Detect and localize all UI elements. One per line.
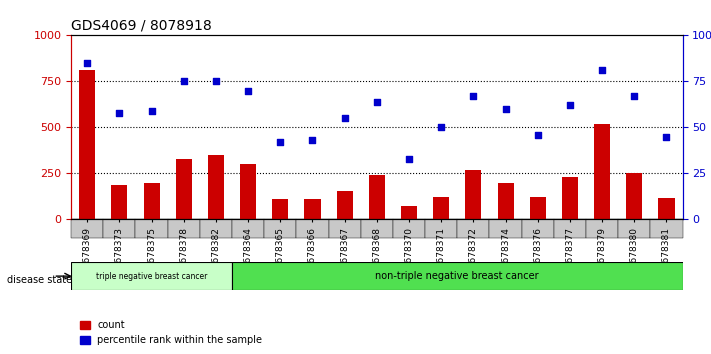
Bar — [651, 219, 683, 238]
Bar — [530, 198, 546, 219]
Bar — [626, 173, 642, 219]
Bar — [136, 219, 168, 238]
Text: non-triple negative breast cancer: non-triple negative breast cancer — [375, 271, 539, 281]
Bar — [232, 219, 264, 238]
Bar — [112, 184, 127, 219]
Bar — [658, 198, 675, 219]
Point — [306, 137, 318, 143]
Bar — [296, 219, 328, 238]
Bar — [498, 183, 513, 219]
Point — [82, 60, 93, 66]
Point — [500, 106, 511, 112]
Bar — [489, 219, 522, 238]
Text: disease state: disease state — [7, 275, 73, 285]
Bar — [618, 219, 651, 238]
Bar — [562, 177, 578, 219]
Bar — [457, 219, 489, 238]
Bar — [360, 219, 393, 238]
Bar — [272, 199, 289, 219]
Bar — [433, 198, 449, 219]
Bar — [79, 70, 95, 219]
Point — [146, 108, 157, 114]
Bar — [208, 155, 224, 219]
Bar — [240, 164, 256, 219]
Bar — [71, 219, 103, 238]
Point — [629, 93, 640, 99]
Point — [597, 68, 608, 73]
Point — [371, 99, 383, 104]
Bar — [594, 124, 610, 219]
Bar — [264, 219, 296, 238]
Point — [403, 156, 415, 161]
Point — [242, 88, 254, 93]
Point — [661, 134, 672, 139]
Bar — [393, 219, 425, 238]
Text: GDS4069 / 8078918: GDS4069 / 8078918 — [71, 19, 212, 33]
Bar — [103, 219, 136, 238]
Bar — [200, 219, 232, 238]
Bar — [586, 219, 618, 238]
FancyBboxPatch shape — [232, 262, 683, 290]
Point — [532, 132, 543, 138]
Bar — [144, 183, 159, 219]
Legend: count, percentile rank within the sample: count, percentile rank within the sample — [76, 316, 266, 349]
Point — [436, 125, 447, 130]
Point — [274, 139, 286, 145]
Point — [178, 79, 189, 84]
Text: triple negative breast cancer: triple negative breast cancer — [96, 272, 207, 281]
Bar — [465, 170, 481, 219]
Bar — [328, 219, 360, 238]
Bar — [369, 175, 385, 219]
Bar — [168, 219, 200, 238]
Point — [565, 103, 576, 108]
Bar — [425, 219, 457, 238]
Bar — [304, 199, 321, 219]
Point — [339, 115, 351, 121]
Point — [210, 79, 222, 84]
Bar — [176, 159, 192, 219]
Bar — [336, 191, 353, 219]
FancyBboxPatch shape — [71, 262, 232, 290]
Point — [114, 110, 125, 115]
Bar — [401, 206, 417, 219]
Bar — [522, 219, 554, 238]
Point — [468, 93, 479, 99]
Bar — [554, 219, 586, 238]
